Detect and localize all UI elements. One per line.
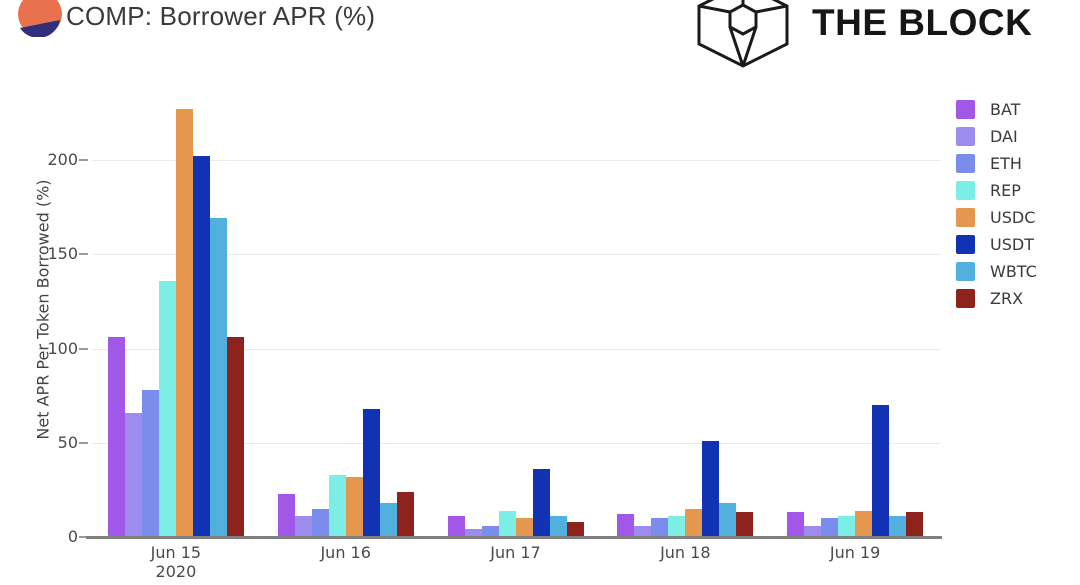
y-tick-200: 200 <box>47 150 78 169</box>
legend-label-USDT: USDT <box>990 235 1034 254</box>
x-tick-Jun-16: Jun 16 <box>320 543 371 562</box>
legend-item-ZRX[interactable]: ZRX <box>956 285 1037 312</box>
legend-label-BAT: BAT <box>990 100 1021 119</box>
bar-WBTC-Jun-17[interactable] <box>549 516 567 537</box>
bar-USDT-Jun-17[interactable] <box>532 469 550 537</box>
bar-DAI-Jun-16[interactable] <box>294 516 312 537</box>
bar-WBTC-Jun-16[interactable] <box>379 503 397 537</box>
bar-BAT-Jun-18[interactable] <box>617 514 635 537</box>
bar-DAI-Jun-18[interactable] <box>634 525 652 537</box>
bar-REP-Jun-19[interactable] <box>838 516 856 537</box>
y-tick-0: 0 <box>67 527 78 546</box>
legend-label-REP: REP <box>990 181 1021 200</box>
bar-USDC-Jun-17[interactable] <box>515 518 533 537</box>
legend-swatch-USDC <box>956 208 975 227</box>
x-tick-Jun-19: Jun 19 <box>829 543 881 562</box>
legend-label-ZRX: ZRX <box>990 289 1024 308</box>
bar-BAT-Jun-16[interactable] <box>277 493 295 537</box>
legend-swatch-DAI <box>956 127 975 146</box>
gridline-200 <box>92 160 941 161</box>
compound-logo-icon <box>18 0 62 37</box>
y-tick-150: 150 <box>47 244 78 264</box>
y-tick-50: 50 <box>57 432 78 452</box>
bar-ETH-Jun-19[interactable] <box>821 518 839 537</box>
bar-USDT-Jun-16[interactable] <box>362 408 380 537</box>
bar-ZRX-Jun-17[interactable] <box>566 521 584 537</box>
legend: BAT DAI ETH REP USDC USDT WBTC ZRX <box>956 96 1037 312</box>
y-tick-mark-200 <box>79 159 88 161</box>
bar-REP-Jun-18[interactable] <box>668 516 686 537</box>
bar-REP-Jun-17[interactable] <box>498 510 516 537</box>
bar-WBTC-Jun-18[interactable] <box>719 503 737 537</box>
bar-ZRX-Jun-19[interactable] <box>906 512 924 537</box>
legend-item-WBTC[interactable]: WBTC <box>956 258 1037 285</box>
bar-USDC-Jun-19[interactable] <box>855 510 873 537</box>
x-tick-Jun-17: Jun 17 <box>490 543 541 562</box>
legend-item-USDT[interactable]: USDT <box>956 231 1037 258</box>
legend-label-WBTC: WBTC <box>990 262 1037 281</box>
y-tick-mark-0 <box>79 536 88 538</box>
x-axis-line <box>86 536 942 539</box>
bar-USDC-Jun-16[interactable] <box>345 476 363 537</box>
legend-swatch-REP <box>956 181 975 200</box>
bar-DAI-Jun-17[interactable] <box>464 529 482 537</box>
bar-ZRX-Jun-15[interactable] <box>226 337 244 537</box>
gridline-100 <box>92 348 941 350</box>
bar-USDT-Jun-18[interactable] <box>702 440 720 537</box>
legend-swatch-USDT <box>956 235 975 254</box>
bar-BAT-Jun-17[interactable] <box>447 516 465 537</box>
page-title: COMP: Borrower APR (%) <box>66 1 376 31</box>
y-tick-100: 100 <box>47 338 78 358</box>
the-block-wordmark: THE BLOCK <box>812 2 1033 43</box>
legend-item-USDC[interactable]: USDC <box>956 204 1037 231</box>
bar-BAT-Jun-15[interactable] <box>107 337 125 537</box>
the-block-cube-icon <box>697 0 789 68</box>
legend-item-ETH[interactable]: ETH <box>956 150 1037 177</box>
legend-swatch-ETH <box>956 154 975 173</box>
bar-USDC-Jun-18[interactable] <box>685 508 703 537</box>
legend-swatch-BAT <box>956 100 975 119</box>
bar-DAI-Jun-15[interactable] <box>124 412 142 537</box>
legend-item-DAI[interactable]: DAI <box>956 123 1037 150</box>
gridline-150 <box>92 254 941 256</box>
legend-swatch-WBTC <box>956 262 975 281</box>
gridline-50 <box>92 442 941 444</box>
y-tick-mark-150 <box>79 253 88 256</box>
legend-swatch-ZRX <box>956 289 975 308</box>
bar-WBTC-Jun-15[interactable] <box>209 218 227 537</box>
bar-ZRX-Jun-18[interactable] <box>736 512 754 537</box>
bar-DAI-Jun-19[interactable] <box>804 525 822 537</box>
bar-USDT-Jun-15[interactable] <box>192 156 210 537</box>
bar-ETH-Jun-16[interactable] <box>311 508 329 537</box>
bar-USDC-Jun-15[interactable] <box>175 109 193 537</box>
bar-ETH-Jun-18[interactable] <box>651 518 669 537</box>
y-tick-mark-50 <box>79 441 88 444</box>
y-axis-title: Net APR Per Token Borrowed (%) <box>33 179 53 440</box>
legend-label-DAI: DAI <box>990 127 1018 146</box>
legend-item-REP[interactable]: REP <box>956 177 1037 204</box>
legend-label-ETH: ETH <box>990 154 1022 173</box>
x-tick-Jun-15: Jun 15 2020 <box>150 543 202 581</box>
x-tick-Jun-18: Jun 18 <box>660 543 711 562</box>
bar-ETH-Jun-17[interactable] <box>481 525 499 537</box>
bar-ETH-Jun-15[interactable] <box>141 389 159 537</box>
legend-label-USDC: USDC <box>990 208 1036 227</box>
bar-BAT-Jun-19[interactable] <box>787 512 805 537</box>
bar-ZRX-Jun-16[interactable] <box>396 491 414 537</box>
bar-REP-Jun-16[interactable] <box>328 474 346 537</box>
bar-USDT-Jun-19[interactable] <box>872 405 890 537</box>
bar-REP-Jun-15[interactable] <box>158 280 176 537</box>
bar-WBTC-Jun-19[interactable] <box>889 516 907 537</box>
y-tick-mark-100 <box>79 347 88 350</box>
legend-item-BAT[interactable]: BAT <box>956 96 1037 123</box>
